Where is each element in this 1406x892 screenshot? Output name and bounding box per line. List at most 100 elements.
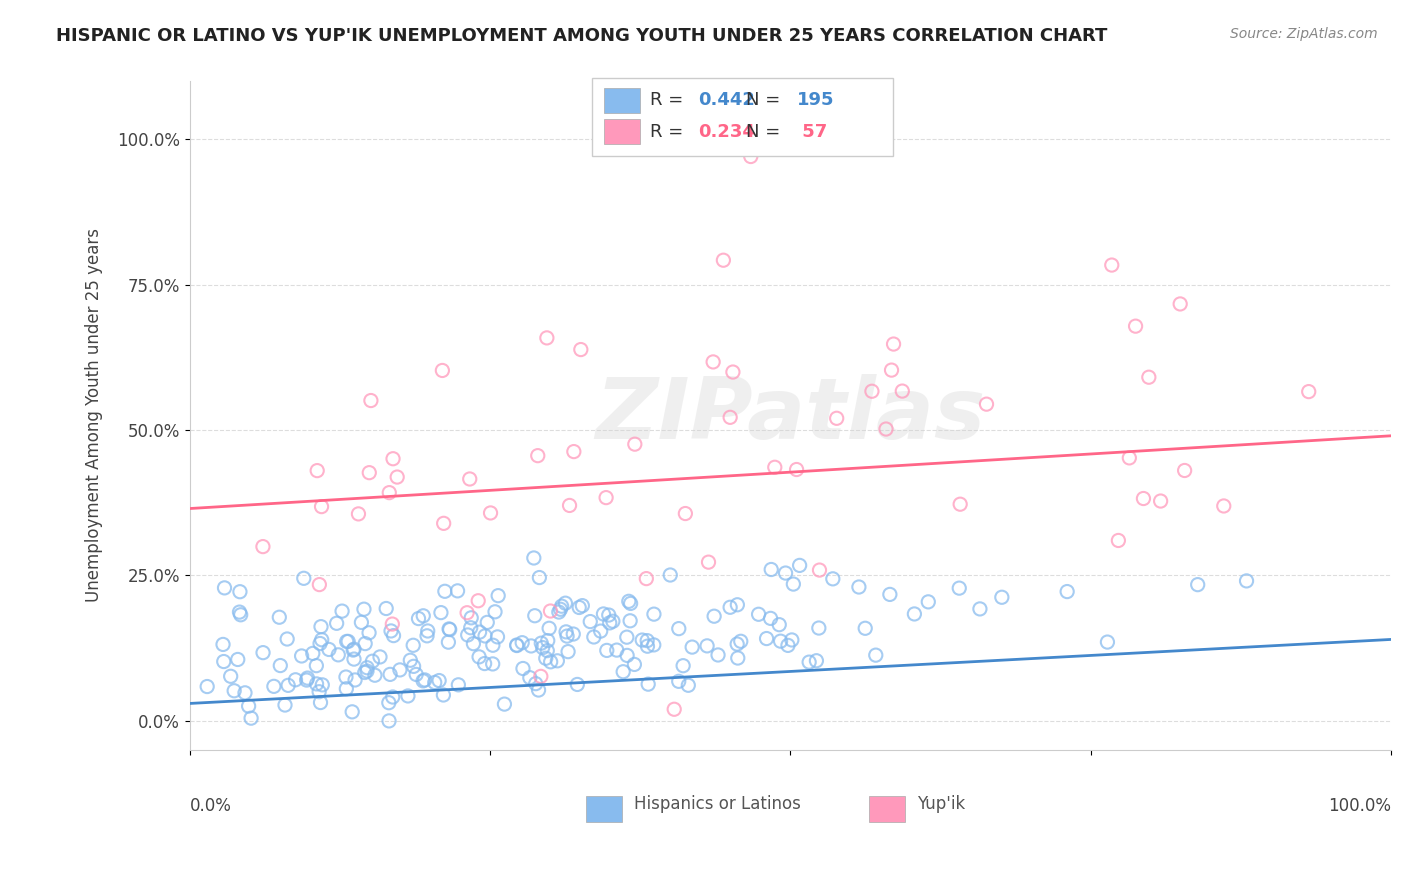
- Text: 0.0%: 0.0%: [190, 797, 232, 814]
- Point: [359, 466, 381, 480]
- Point: [368, 649, 391, 664]
- Point: [467, 593, 489, 607]
- Point: [1149, 494, 1171, 508]
- Point: [512, 661, 534, 675]
- Point: [524, 676, 547, 690]
- Point: [759, 611, 782, 625]
- Point: [318, 642, 340, 657]
- Point: [301, 647, 323, 661]
- Point: [305, 677, 328, 691]
- Point: [382, 629, 405, 643]
- Point: [506, 639, 529, 653]
- Point: [432, 688, 454, 702]
- Point: [740, 149, 762, 163]
- Point: [458, 472, 481, 486]
- Point: [342, 643, 364, 657]
- Point: [353, 665, 375, 680]
- Text: 0.442: 0.442: [697, 91, 755, 110]
- Text: R =: R =: [650, 91, 689, 110]
- Point: [727, 651, 749, 665]
- Point: [494, 697, 516, 711]
- Point: [226, 652, 249, 666]
- Text: R =: R =: [650, 123, 689, 141]
- Point: [416, 629, 439, 643]
- Point: [277, 678, 299, 692]
- Point: [433, 584, 456, 599]
- Point: [1101, 258, 1123, 272]
- Point: [637, 677, 659, 691]
- Point: [274, 698, 297, 712]
- Point: [537, 633, 560, 648]
- Text: 57: 57: [796, 123, 828, 141]
- Point: [305, 658, 328, 673]
- Point: [668, 622, 690, 636]
- Point: [620, 596, 643, 610]
- Point: [527, 683, 550, 698]
- Point: [477, 615, 499, 630]
- Point: [725, 598, 748, 612]
- Point: [484, 605, 506, 619]
- Point: [617, 594, 640, 608]
- Text: N =: N =: [747, 123, 786, 141]
- Point: [1132, 491, 1154, 506]
- Point: [606, 643, 628, 657]
- Point: [378, 485, 401, 500]
- Point: [598, 608, 620, 623]
- Point: [378, 714, 401, 728]
- Point: [308, 684, 330, 698]
- Point: [195, 680, 218, 694]
- Point: [307, 464, 329, 478]
- Point: [595, 491, 617, 505]
- Point: [619, 614, 641, 628]
- Point: [825, 411, 848, 425]
- Point: [356, 661, 378, 675]
- Point: [311, 678, 333, 692]
- Point: [991, 591, 1014, 605]
- Point: [396, 689, 419, 703]
- Text: Source: ZipAtlas.com: Source: ZipAtlas.com: [1230, 27, 1378, 41]
- Point: [408, 611, 430, 625]
- Point: [309, 620, 332, 634]
- Point: [616, 648, 638, 663]
- Point: [569, 343, 592, 357]
- Point: [821, 572, 844, 586]
- Point: [567, 677, 589, 691]
- Point: [437, 635, 460, 649]
- Point: [292, 571, 315, 585]
- Point: [357, 625, 380, 640]
- Point: [1107, 533, 1129, 548]
- Point: [309, 696, 332, 710]
- Point: [853, 621, 876, 635]
- Point: [582, 630, 605, 644]
- Point: [530, 636, 553, 650]
- Point: [1187, 577, 1209, 591]
- Point: [668, 674, 690, 689]
- Point: [589, 624, 612, 639]
- Point: [378, 696, 401, 710]
- Point: [602, 614, 624, 628]
- Point: [612, 665, 634, 679]
- Point: [880, 363, 903, 377]
- Point: [269, 658, 291, 673]
- Point: [562, 444, 585, 458]
- Point: [664, 702, 686, 716]
- Point: [616, 630, 638, 644]
- Point: [538, 621, 561, 635]
- Point: [229, 607, 252, 622]
- FancyBboxPatch shape: [592, 78, 893, 156]
- Point: [337, 634, 360, 648]
- Point: [775, 566, 797, 580]
- Point: [335, 681, 357, 696]
- Point: [599, 615, 621, 630]
- FancyBboxPatch shape: [869, 797, 904, 822]
- Point: [291, 648, 314, 663]
- Point: [536, 643, 558, 657]
- Point: [917, 595, 939, 609]
- Point: [520, 639, 543, 653]
- Point: [325, 616, 347, 631]
- Point: [343, 652, 366, 666]
- Point: [486, 630, 509, 644]
- Point: [948, 581, 970, 595]
- Point: [399, 653, 422, 667]
- Point: [523, 608, 546, 623]
